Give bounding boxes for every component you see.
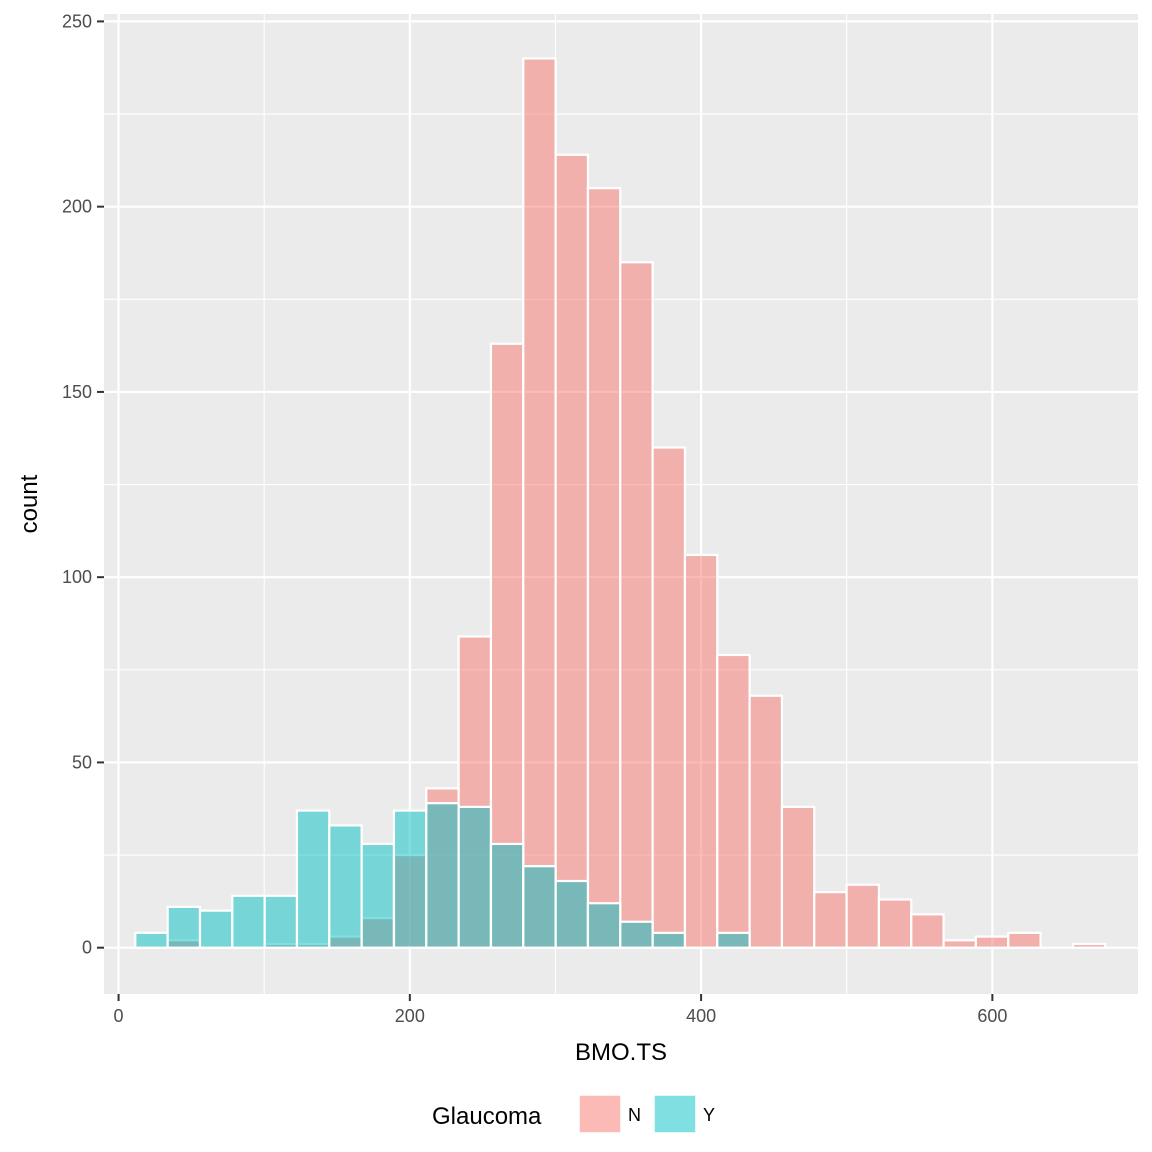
y-tick-label: 150: [62, 382, 92, 402]
legend-label-n: N: [628, 1105, 641, 1125]
bar-n: [716, 653, 751, 949]
bar-n: [683, 553, 719, 949]
legend-key-y: [653, 1094, 697, 1134]
bar-n: [1007, 931, 1042, 949]
bar-y: [231, 894, 266, 949]
bar-y: [425, 802, 460, 949]
legend-title: Glaucoma: [432, 1103, 542, 1130]
axis-ticks: [97, 20, 994, 1001]
bar-y: [328, 824, 363, 949]
x-axis-title: BMO.TS: [575, 1039, 667, 1066]
bar-y: [166, 905, 202, 949]
bar-n: [651, 446, 687, 949]
y-axis-title: count: [16, 474, 43, 533]
bar-y: [134, 931, 169, 949]
bar-y: [457, 805, 493, 949]
bar-y: [263, 894, 299, 949]
y-tick-label: 250: [62, 11, 92, 31]
bar-y: [554, 879, 590, 949]
bar-n: [522, 57, 557, 949]
bar-y: [716, 931, 751, 949]
legend-label-y: Y: [703, 1105, 715, 1125]
bar-y: [198, 909, 234, 949]
x-tick-label: 0: [114, 1006, 124, 1026]
bar-n: [748, 694, 784, 949]
y-tick-label: 200: [62, 197, 92, 217]
legend-key-n: [578, 1094, 622, 1134]
bar-y: [586, 902, 622, 949]
bar-y: [651, 931, 687, 949]
bar-n: [910, 913, 945, 949]
y-tick-label: 100: [62, 567, 92, 587]
bar-n: [942, 939, 978, 949]
tick-labels: 0 200 400 600 0 50 100 150 200 250: [62, 11, 1007, 1026]
bar-y: [360, 842, 396, 949]
bar-n: [586, 187, 622, 949]
x-tick-label: 600: [977, 1006, 1007, 1026]
x-tick-label: 400: [686, 1006, 716, 1026]
legend: Glaucoma N Y: [432, 1094, 715, 1134]
bar-n: [974, 935, 1010, 949]
x-tick-label: 200: [395, 1006, 425, 1026]
bar-y: [522, 865, 557, 949]
bar-n: [813, 891, 848, 949]
bar-y: [392, 809, 428, 949]
bar-n: [877, 898, 913, 949]
y-tick-label: 0: [82, 938, 92, 958]
bar-y: [489, 842, 525, 949]
bar-n: [619, 261, 654, 949]
bar-n: [845, 883, 881, 949]
bar-n: [1071, 942, 1107, 949]
y-tick-label: 50: [72, 752, 92, 772]
bar-y: [619, 920, 654, 949]
bar-y: [295, 809, 331, 949]
bar-n: [780, 805, 816, 949]
bars-layer: [134, 57, 1107, 949]
bar-n: [554, 153, 590, 949]
